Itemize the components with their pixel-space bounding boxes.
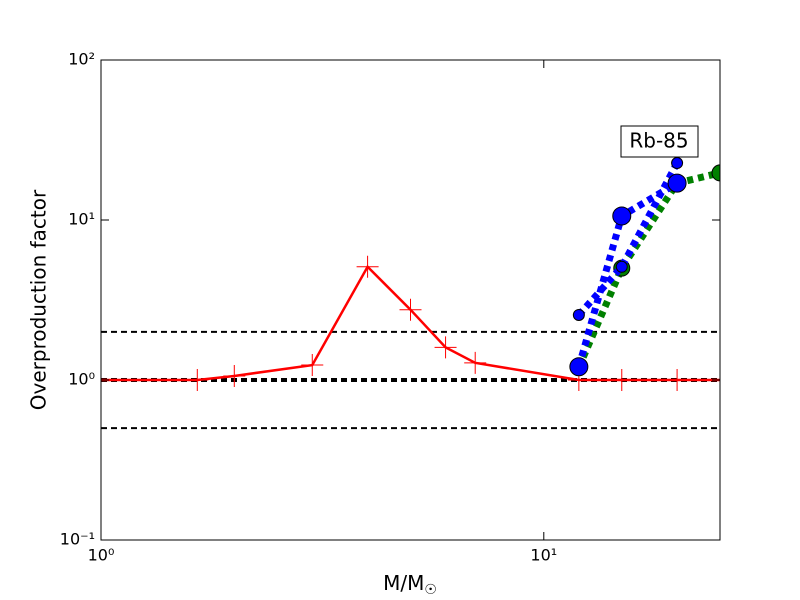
marker xyxy=(356,255,379,278)
annotation: Rb-85 xyxy=(629,129,688,153)
series-line xyxy=(575,169,720,369)
x-tick-label: 10¹ xyxy=(530,546,557,565)
x-tick-label: 10⁰ xyxy=(88,546,115,565)
marker xyxy=(612,206,632,226)
y-tick-label: 10⁰ xyxy=(68,370,95,389)
marker xyxy=(667,173,687,193)
marker xyxy=(666,369,689,391)
marker xyxy=(569,357,589,377)
plot-layer xyxy=(101,157,720,430)
y-tick-label: 10¹ xyxy=(68,210,95,229)
y-axis-label: Overproduction factor xyxy=(27,189,51,410)
marker xyxy=(711,164,720,182)
marker xyxy=(301,354,324,377)
marker xyxy=(671,157,684,170)
marker xyxy=(615,260,628,273)
marker xyxy=(223,364,246,387)
y-tick-label: 10⁻¹ xyxy=(60,530,95,549)
plot-frame xyxy=(100,59,721,541)
marker xyxy=(399,298,422,321)
y-tick-label: 10² xyxy=(68,50,95,69)
x-axis-label: M/M☉ xyxy=(383,571,437,599)
annotation-box xyxy=(620,125,699,158)
marker xyxy=(610,369,633,391)
marker xyxy=(572,308,585,321)
marker xyxy=(434,336,457,359)
marker xyxy=(464,351,487,374)
marker xyxy=(186,369,209,391)
